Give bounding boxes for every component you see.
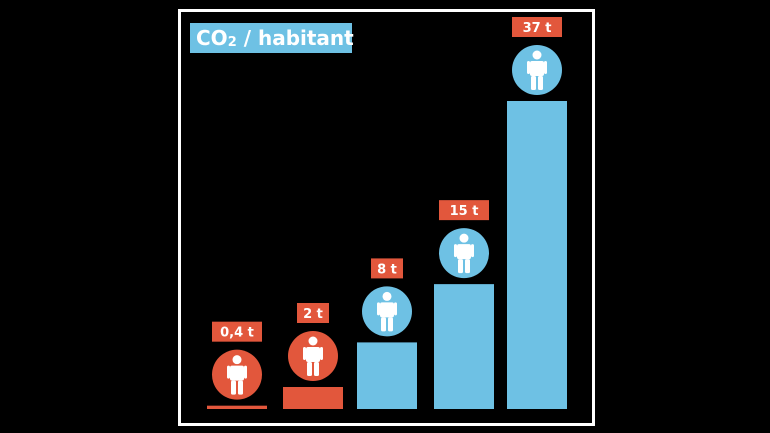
person-flag-icon xyxy=(288,331,338,381)
bar-group: 2 t xyxy=(283,303,343,409)
person-head xyxy=(232,355,242,365)
person-flag-icon xyxy=(512,45,562,95)
person-leg-left xyxy=(307,362,312,376)
value-label-box xyxy=(297,303,329,323)
person-leg-left xyxy=(231,380,236,395)
person-flag-icon xyxy=(439,228,489,279)
person-body xyxy=(380,302,394,318)
bar-group: 15 t xyxy=(434,200,494,409)
person-leg-right xyxy=(314,362,319,376)
person-head xyxy=(532,50,542,60)
bar-group: 0,4 t xyxy=(207,321,267,409)
person-arm-right xyxy=(544,61,547,74)
value-label: 0,4 t xyxy=(220,326,254,341)
person-body xyxy=(230,365,244,381)
person-arm-left xyxy=(303,347,306,360)
person-leg-right xyxy=(238,380,243,395)
person-flag-icon xyxy=(362,286,412,337)
bar xyxy=(283,387,343,409)
value-label: 15 t xyxy=(450,204,479,219)
person-arm-right xyxy=(320,347,323,360)
person-leg-left xyxy=(381,317,386,332)
person-head xyxy=(308,336,318,346)
person-arm-left xyxy=(377,302,380,316)
person-arm-left xyxy=(454,244,457,258)
person-head xyxy=(382,291,392,301)
value-label-box xyxy=(212,321,262,342)
value-label: 2 t xyxy=(303,307,323,322)
person-body xyxy=(457,244,471,260)
person-leg-right xyxy=(388,317,393,332)
value-label-box xyxy=(439,200,489,221)
bar-group: 37 t xyxy=(507,17,567,409)
bar xyxy=(207,405,267,409)
person-leg-left xyxy=(458,259,463,274)
person-arm-right xyxy=(394,302,397,316)
person-arm-left xyxy=(227,365,230,379)
chart-title: CO2 / habitant xyxy=(190,23,354,53)
person-leg-left xyxy=(531,76,536,90)
person-arm-right xyxy=(244,365,247,379)
person-flag-icon xyxy=(212,349,262,400)
title-subscript: 2 xyxy=(227,35,237,50)
value-label-box xyxy=(371,258,403,279)
value-label: 37 t xyxy=(523,21,552,36)
title-rest: / habitant xyxy=(236,26,354,50)
bar xyxy=(357,342,417,409)
value-label: 8 t xyxy=(377,262,397,277)
bar xyxy=(434,284,494,409)
person-leg-right xyxy=(538,76,543,90)
person-body xyxy=(306,347,320,362)
person-body xyxy=(530,61,544,76)
bar-group: 8 t xyxy=(357,258,417,409)
chart-frame: CO2 / habitant 0,4 t 2 t 8 t 15 t 37 t xyxy=(178,9,595,426)
person-arm-right xyxy=(471,244,474,258)
person-leg-right xyxy=(465,259,470,274)
bar-chart: 0,4 t 2 t 8 t 15 t 37 t xyxy=(207,17,567,409)
value-label-box xyxy=(512,17,562,37)
bar xyxy=(507,101,567,409)
person-head xyxy=(459,233,469,243)
title-main: CO xyxy=(196,26,228,50)
person-arm-left xyxy=(527,61,530,74)
